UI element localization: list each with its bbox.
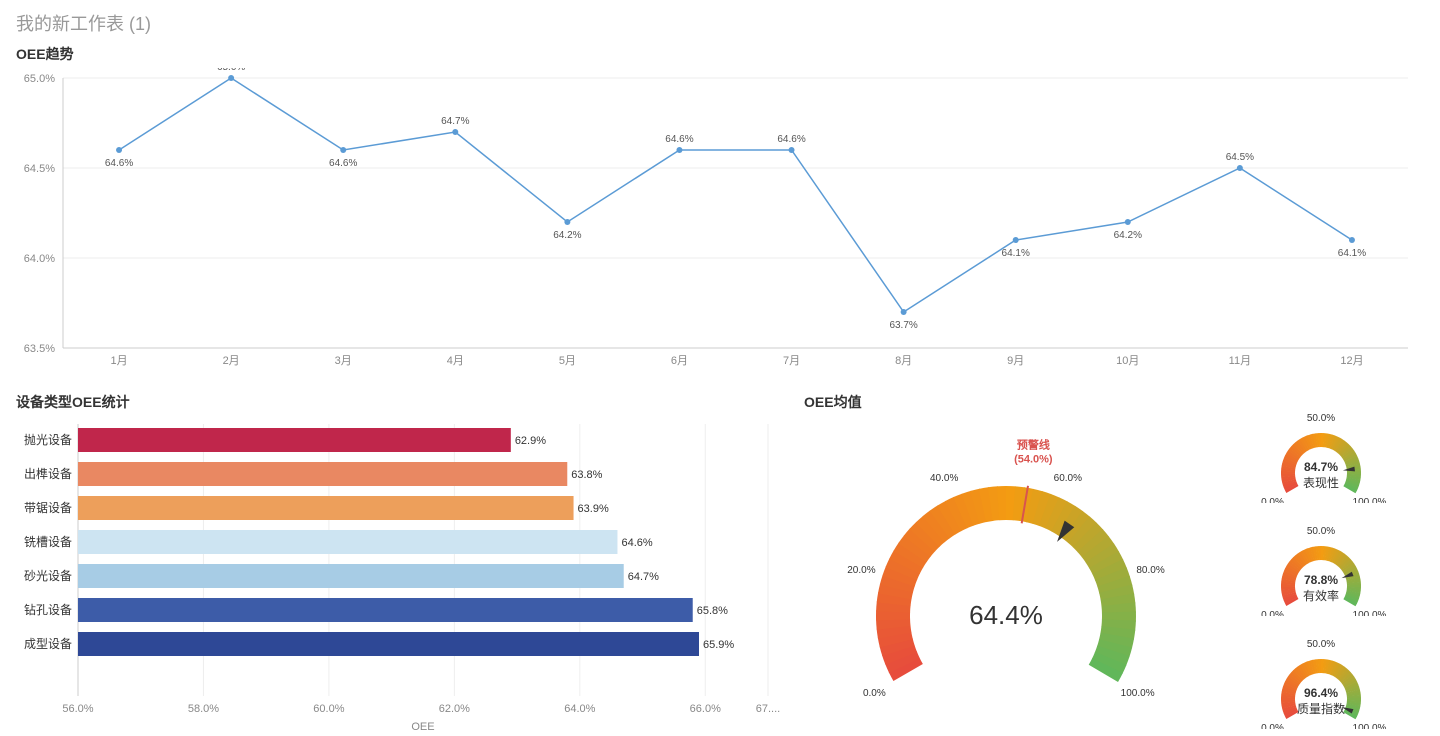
svg-text:铣槽设备: 铣槽设备 (24, 535, 72, 549)
svg-text:1月: 1月 (110, 355, 127, 367)
svg-text:4月: 4月 (447, 355, 464, 367)
svg-text:78.8%: 78.8% (1304, 573, 1338, 587)
svg-text:7月: 7月 (783, 355, 800, 367)
svg-text:67....: 67.... (756, 703, 780, 715)
svg-text:100.0%: 100.0% (1353, 497, 1387, 503)
svg-text:OEE: OEE (411, 721, 434, 733)
svg-text:64.6%: 64.6% (777, 134, 805, 145)
page-title: 我的新工作表 (1) (0, 0, 1440, 40)
gauges-panel: OEE均值 0.0% 20.0% 40.0% 60.0% 80.0% 100.0% 预警线 (… (796, 388, 1432, 736)
bars-chart[interactable]: 56.0% 58.0% 60.0% 62.0% 64.0% 66.0% 67.... OEE 抛… (8, 416, 788, 736)
svg-text:64.1%: 64.1% (1338, 248, 1366, 259)
mini-gauges: 0.0% 50.0% 100.0% 84.7% 表现性 0.0% 50.0% 100.0% 7… (1216, 388, 1432, 736)
trend-panel: OEE趋势 63.5% 64.0% 64.5% 65.0% 1月 2月 3月 4月 5月 6月 7月… (8, 40, 1432, 380)
svg-text:60.0%: 60.0% (1054, 473, 1082, 484)
mini-gauge[interactable]: 0.0% 50.0% 100.0% 96.4%质量指数 (1216, 629, 1426, 729)
svg-text:64.6%: 64.6% (329, 158, 357, 169)
svg-text:20.0%: 20.0% (847, 565, 875, 576)
bars-panel: 设备类型OEE统计 56.0% 58.0% 60.0% 62.0% 64.0% 66.0%… (8, 388, 788, 736)
svg-text:64.0%: 64.0% (564, 703, 595, 715)
svg-text:96.4%: 96.4% (1304, 686, 1338, 700)
trend-chart[interactable]: 63.5% 64.0% 64.5% 65.0% 1月 2月 3月 4月 5月 6月 7月 8月 9月 10… (8, 68, 1432, 378)
svg-text:出榫设备: 出榫设备 (24, 466, 72, 481)
svg-text:66.0%: 66.0% (690, 703, 721, 715)
svg-text:65.0%: 65.0% (217, 68, 245, 73)
trend-title: OEE趋势 (8, 40, 1432, 68)
svg-text:65.8%: 65.8% (697, 605, 728, 617)
svg-text:50.0%: 50.0% (1307, 413, 1335, 424)
svg-text:64.0%: 64.0% (24, 253, 55, 265)
svg-text:65.0%: 65.0% (24, 73, 55, 85)
svg-text:0.0%: 0.0% (1261, 723, 1284, 729)
dashboard-grid: OEE趋势 63.5% 64.0% 64.5% 65.0% 1月 2月 3月 4月 5月 6月 7月… (0, 40, 1440, 736)
svg-text:10月: 10月 (1116, 355, 1139, 367)
svg-text:64.6%: 64.6% (665, 134, 693, 145)
svg-text:64.6%: 64.6% (621, 537, 652, 549)
svg-text:成型设备: 成型设备 (24, 637, 72, 651)
svg-text:5月: 5月 (559, 355, 576, 367)
svg-text:(54.0%): (54.0%) (1014, 453, 1053, 465)
svg-text:砂光设备: 砂光设备 (24, 569, 72, 583)
svg-text:2月: 2月 (223, 355, 240, 367)
svg-text:0.0%: 0.0% (1261, 610, 1284, 616)
svg-text:60.0%: 60.0% (313, 703, 344, 715)
svg-text:64.1%: 64.1% (1002, 248, 1030, 259)
svg-text:6月: 6月 (671, 355, 688, 367)
svg-text:50.0%: 50.0% (1307, 526, 1335, 537)
svg-text:64.7%: 64.7% (628, 571, 659, 583)
svg-text:64.5%: 64.5% (24, 163, 55, 175)
svg-text:9月: 9月 (1007, 355, 1024, 367)
svg-text:64.6%: 64.6% (105, 158, 133, 169)
svg-text:84.7%: 84.7% (1304, 460, 1338, 474)
svg-text:3月: 3月 (335, 355, 352, 367)
svg-text:63.8%: 63.8% (571, 469, 602, 481)
svg-text:有效率: 有效率 (1303, 588, 1339, 603)
svg-text:63.5%: 63.5% (24, 343, 55, 355)
svg-text:11月: 11月 (1229, 355, 1251, 367)
svg-text:0.0%: 0.0% (863, 688, 886, 699)
svg-text:50.0%: 50.0% (1307, 639, 1335, 650)
svg-text:64.2%: 64.2% (1114, 230, 1142, 241)
svg-text:65.9%: 65.9% (703, 639, 734, 651)
svg-text:63.7%: 63.7% (889, 320, 917, 331)
svg-text:58.0%: 58.0% (188, 703, 219, 715)
svg-text:100.0%: 100.0% (1353, 723, 1387, 729)
svg-text:64.5%: 64.5% (1226, 152, 1254, 163)
svg-text:表现性: 表现性 (1303, 476, 1339, 490)
svg-text:56.0%: 56.0% (62, 703, 93, 715)
bars-title: 设备类型OEE统计 (8, 388, 788, 416)
svg-text:63.9%: 63.9% (578, 503, 609, 515)
svg-text:0.0%: 0.0% (1261, 497, 1284, 503)
svg-text:预警线: 预警线 (1017, 437, 1050, 451)
svg-text:8月: 8月 (895, 355, 912, 367)
mini-gauge[interactable]: 0.0% 50.0% 100.0% 78.8%有效率 (1216, 516, 1426, 616)
svg-text:62.0%: 62.0% (439, 703, 470, 715)
svg-text:80.0%: 80.0% (1136, 565, 1164, 576)
svg-text:100.0%: 100.0% (1121, 688, 1155, 699)
svg-text:64.4%: 64.4% (969, 600, 1043, 630)
svg-text:质量指数: 质量指数 (1297, 701, 1345, 716)
svg-text:带锯设备: 带锯设备 (24, 500, 72, 515)
svg-text:100.0%: 100.0% (1353, 610, 1387, 616)
svg-text:64.2%: 64.2% (553, 230, 581, 241)
svg-text:64.7%: 64.7% (441, 116, 469, 127)
main-gauge[interactable]: 0.0% 20.0% 40.0% 60.0% 80.0% 100.0% 预警线 (54.0%)… (796, 416, 1216, 736)
gauge-title: OEE均值 (796, 388, 1216, 416)
svg-text:62.9%: 62.9% (515, 435, 546, 447)
svg-text:12月: 12月 (1340, 355, 1363, 367)
mini-gauge[interactable]: 0.0% 50.0% 100.0% 84.7% 表现性 (1216, 403, 1426, 503)
svg-text:40.0%: 40.0% (930, 473, 958, 484)
svg-text:抛光设备: 抛光设备 (24, 432, 72, 447)
svg-text:钻孔设备: 钻孔设备 (24, 602, 72, 617)
